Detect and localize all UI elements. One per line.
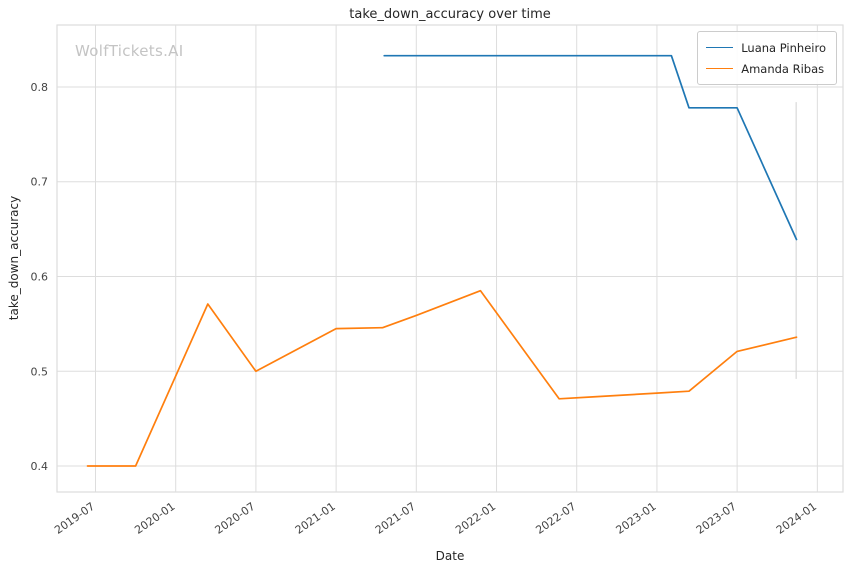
legend-item-amanda-ribas: Amanda Ribas	[706, 58, 826, 79]
series-line-amanda-ribas	[86, 289, 798, 467]
legend-label-amanda-ribas: Amanda Ribas	[741, 61, 825, 76]
legend-line-swatch-luana-pinheiro	[706, 47, 734, 48]
x-tick-label: 2021-01	[293, 500, 338, 537]
series-line-luana-pinheiro	[383, 54, 798, 241]
x-tick-label: 2019-07	[52, 500, 97, 537]
y-tick-label: 0.7	[31, 176, 49, 189]
x-axis-label: Date	[435, 549, 465, 563]
y-tick-label: 0.5	[31, 365, 49, 378]
x-tick-label: 2022-01	[453, 500, 498, 537]
y-tick-label: 0.8	[31, 81, 49, 94]
y-tick-label: 0.6	[31, 271, 49, 284]
x-tick-label: 2023-07	[694, 500, 739, 537]
legend-line-swatch-amanda-ribas	[706, 68, 734, 69]
legend-item-luana-pinheiro: Luana Pinheiro	[706, 37, 826, 58]
x-tick-label: 2020-01	[132, 500, 177, 537]
legend: Luana Pinheiro Amanda Ribas	[697, 31, 837, 85]
legend-label-luana-pinheiro: Luana Pinheiro	[741, 40, 826, 55]
x-tick-label: 2024-01	[774, 500, 819, 537]
x-tick-label: 2020-07	[213, 500, 258, 537]
y-axis-label: take_down_accuracy	[7, 195, 21, 321]
x-tick-label: 2021-07	[373, 500, 418, 537]
x-tick-label: 2022-07	[533, 500, 578, 537]
chart-title: take_down_accuracy over time	[349, 7, 551, 22]
y-tick-label: 0.4	[31, 460, 49, 473]
x-tick-label: 2023-01	[614, 500, 659, 537]
watermark: WolfTickets.AI	[75, 42, 184, 60]
plot-border	[56, 24, 844, 493]
